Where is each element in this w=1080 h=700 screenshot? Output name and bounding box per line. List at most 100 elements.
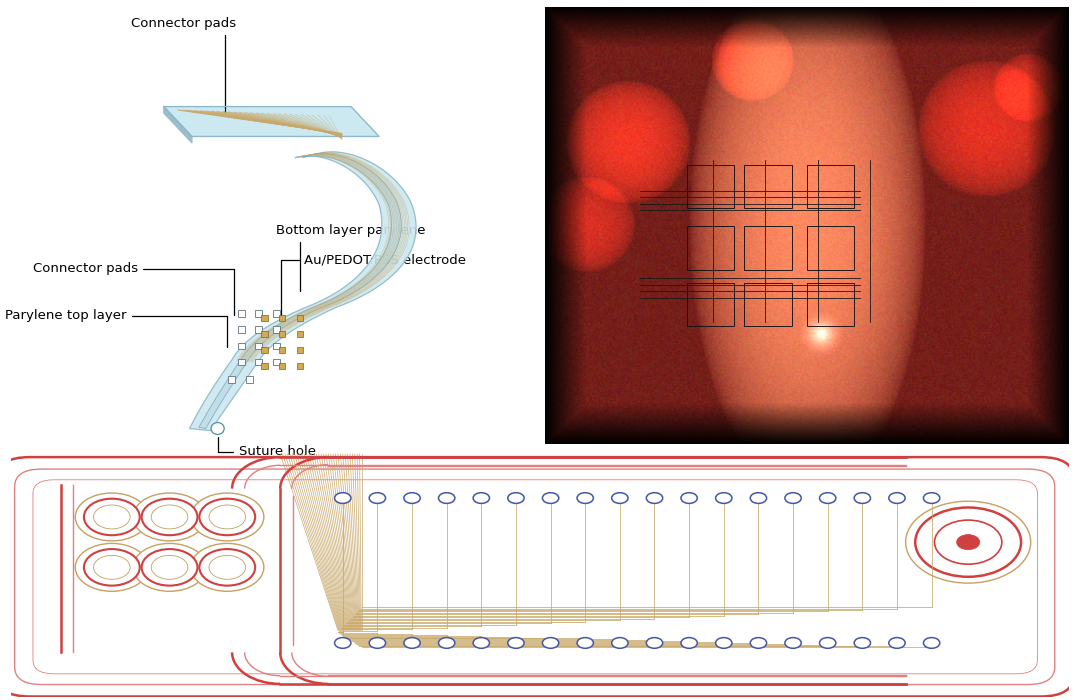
Circle shape bbox=[934, 520, 1002, 564]
Bar bbox=[279, 347, 285, 353]
Circle shape bbox=[151, 555, 188, 580]
Text: Au/PEDOT:PSS electrode: Au/PEDOT:PSS electrode bbox=[281, 253, 467, 315]
Circle shape bbox=[957, 535, 980, 550]
Text: Bottom layer parylene: Bottom layer parylene bbox=[276, 224, 426, 291]
Circle shape bbox=[542, 493, 558, 503]
Circle shape bbox=[542, 638, 558, 648]
Bar bbox=[744, 283, 792, 326]
Circle shape bbox=[681, 638, 698, 648]
Circle shape bbox=[473, 493, 489, 503]
Text: Suture hole: Suture hole bbox=[218, 437, 315, 459]
Circle shape bbox=[854, 493, 870, 503]
Bar bbox=[297, 331, 303, 337]
Circle shape bbox=[508, 493, 524, 503]
Circle shape bbox=[751, 493, 767, 503]
Circle shape bbox=[820, 638, 836, 648]
Bar bbox=[807, 283, 854, 326]
Text: Parylene top layer: Parylene top layer bbox=[4, 309, 227, 346]
Circle shape bbox=[76, 493, 148, 541]
Circle shape bbox=[191, 493, 264, 541]
Bar bbox=[228, 377, 235, 383]
Bar bbox=[687, 283, 734, 326]
Circle shape bbox=[94, 505, 130, 529]
Circle shape bbox=[889, 638, 905, 648]
Circle shape bbox=[200, 498, 255, 536]
Circle shape bbox=[141, 498, 198, 536]
Circle shape bbox=[438, 493, 455, 503]
Polygon shape bbox=[164, 106, 192, 143]
Bar bbox=[273, 310, 280, 316]
Bar bbox=[238, 359, 244, 365]
Circle shape bbox=[141, 549, 198, 586]
Bar bbox=[297, 363, 303, 369]
Bar bbox=[279, 331, 285, 337]
Bar bbox=[744, 225, 792, 270]
Circle shape bbox=[646, 638, 663, 648]
Circle shape bbox=[906, 501, 1030, 583]
Bar bbox=[687, 164, 734, 209]
Bar bbox=[273, 342, 280, 349]
Bar bbox=[255, 326, 262, 332]
Polygon shape bbox=[189, 152, 416, 430]
Bar bbox=[279, 363, 285, 369]
Circle shape bbox=[191, 543, 264, 592]
Circle shape bbox=[200, 549, 255, 586]
Bar bbox=[744, 164, 792, 209]
Bar bbox=[246, 377, 253, 383]
Bar bbox=[807, 164, 854, 209]
Circle shape bbox=[681, 493, 698, 503]
Circle shape bbox=[785, 638, 801, 648]
Bar bbox=[261, 363, 268, 369]
Circle shape bbox=[335, 638, 351, 648]
Bar bbox=[255, 359, 262, 365]
Circle shape bbox=[211, 423, 225, 435]
Circle shape bbox=[404, 493, 420, 503]
Circle shape bbox=[915, 508, 1021, 577]
Bar bbox=[261, 347, 268, 353]
Bar bbox=[238, 326, 244, 332]
Circle shape bbox=[611, 493, 629, 503]
Circle shape bbox=[716, 493, 732, 503]
Bar bbox=[238, 310, 244, 316]
Circle shape bbox=[369, 638, 386, 648]
Circle shape bbox=[210, 505, 245, 529]
Circle shape bbox=[820, 493, 836, 503]
Polygon shape bbox=[164, 106, 379, 136]
Circle shape bbox=[335, 493, 351, 503]
Bar bbox=[261, 331, 268, 337]
Circle shape bbox=[76, 543, 148, 592]
Circle shape bbox=[577, 493, 593, 503]
Circle shape bbox=[611, 638, 629, 648]
Circle shape bbox=[646, 493, 663, 503]
FancyBboxPatch shape bbox=[0, 457, 1074, 696]
Circle shape bbox=[133, 493, 206, 541]
Circle shape bbox=[94, 555, 130, 580]
Bar bbox=[261, 315, 268, 321]
Bar bbox=[273, 326, 280, 332]
Circle shape bbox=[133, 543, 206, 592]
Circle shape bbox=[151, 505, 188, 529]
Circle shape bbox=[716, 638, 732, 648]
Circle shape bbox=[404, 638, 420, 648]
Bar bbox=[255, 310, 262, 316]
Circle shape bbox=[577, 638, 593, 648]
Bar bbox=[807, 225, 854, 270]
Circle shape bbox=[508, 638, 524, 648]
Text: Connector pads: Connector pads bbox=[32, 262, 234, 315]
Bar bbox=[255, 342, 262, 349]
Circle shape bbox=[923, 493, 940, 503]
Polygon shape bbox=[199, 154, 402, 428]
Circle shape bbox=[438, 638, 455, 648]
Bar bbox=[687, 225, 734, 270]
Circle shape bbox=[84, 498, 139, 536]
Circle shape bbox=[369, 493, 386, 503]
Circle shape bbox=[473, 638, 489, 648]
Circle shape bbox=[889, 493, 905, 503]
Circle shape bbox=[923, 638, 940, 648]
Bar bbox=[297, 315, 303, 321]
Bar bbox=[273, 359, 280, 365]
Bar bbox=[297, 347, 303, 353]
Polygon shape bbox=[164, 106, 351, 113]
Circle shape bbox=[785, 493, 801, 503]
Bar bbox=[279, 315, 285, 321]
